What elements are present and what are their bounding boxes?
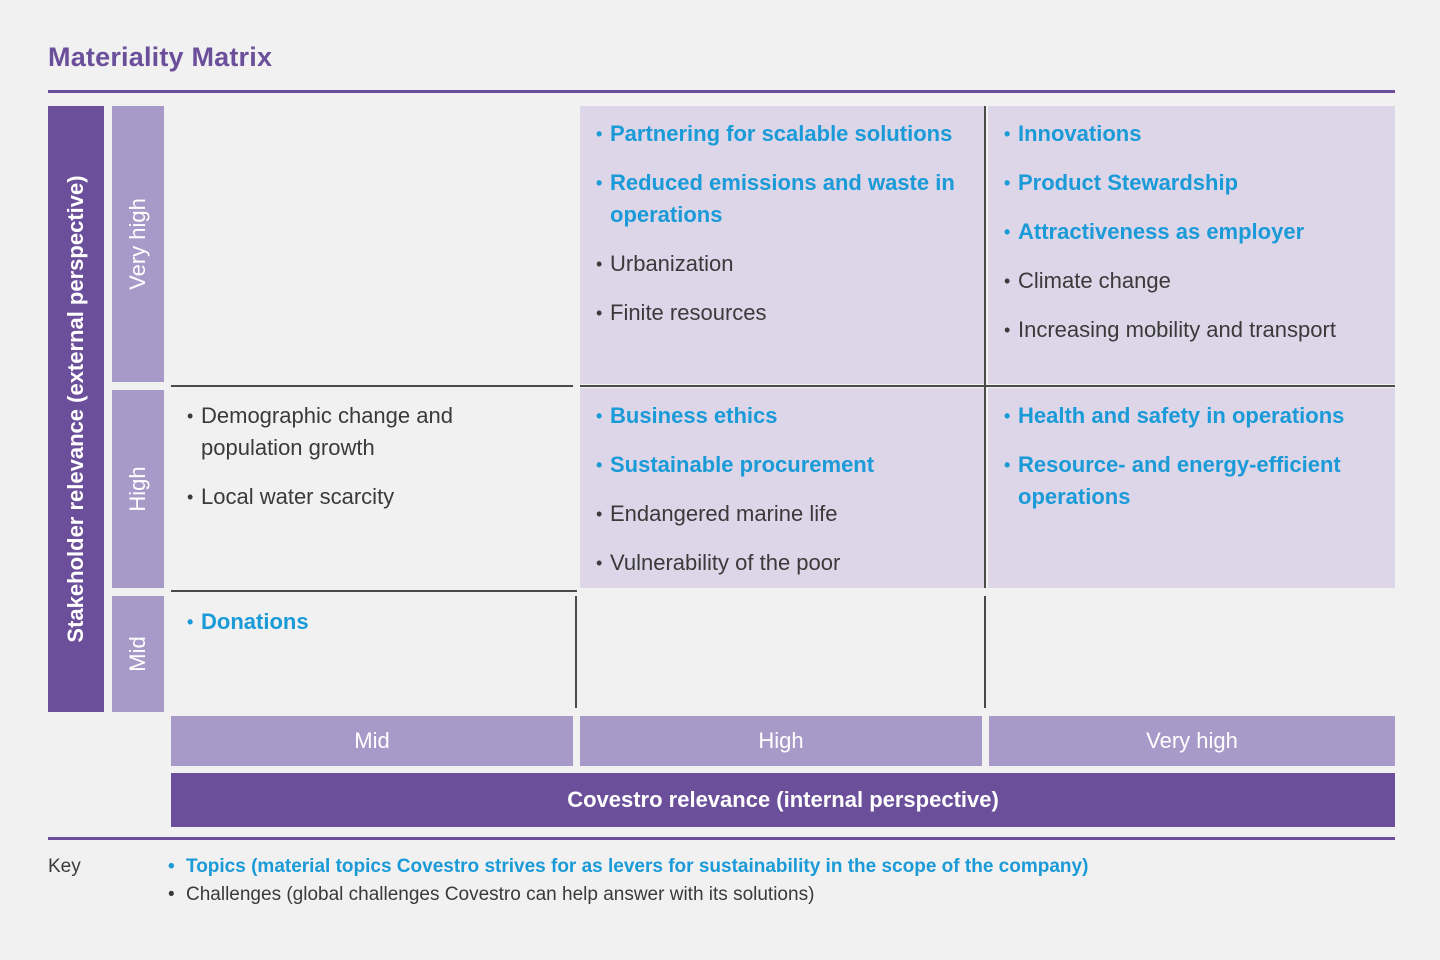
x-level-mid: Mid <box>171 716 573 766</box>
cell-items: Health and safety in operations Resource-… <box>1004 400 1381 513</box>
cell-items: Business ethics Sustainable procurement En… <box>596 400 970 579</box>
grid-line-horizontal <box>171 385 573 387</box>
challenge-item: Endangered marine life <box>596 498 970 530</box>
key-rule <box>48 837 1395 840</box>
cell-mid-high <box>580 594 984 712</box>
key-topics-text: Topics (material topics Covestro strives… <box>186 856 1089 877</box>
topic-item: Attractiveness as employer <box>1004 216 1381 248</box>
cell-items: Partnering for scalable solutions Reduced… <box>596 118 970 329</box>
topic-item: Product Stewardship <box>1004 167 1381 199</box>
challenge-item: Vulnerability of the poor <box>596 547 970 579</box>
y-level-mid: Mid <box>112 596 164 712</box>
cell-mid-very-high <box>988 594 1395 712</box>
x-level-very-high: Very high <box>989 716 1395 766</box>
grid-line-vertical <box>984 596 986 708</box>
y-level-label: Mid <box>125 636 150 672</box>
x-axis-label: Covestro relevance (internal perspective… <box>171 773 1395 827</box>
topic-item: Donations <box>187 606 559 638</box>
cell-very-high-mid <box>171 106 573 384</box>
x-level-high: High <box>580 716 982 766</box>
challenge-item: Increasing mobility and transport <box>1004 314 1381 346</box>
cell-items: Innovations Product Stewardship Attractive… <box>1004 118 1381 346</box>
grid-line-horizontal <box>580 385 1395 387</box>
key-title: Key <box>48 856 81 877</box>
cell-items: Demographic change and population growth… <box>187 400 559 513</box>
y-axis-label: Stakeholder relevance (external perspect… <box>63 175 88 643</box>
cell-high-high: Business ethics Sustainable procurement En… <box>580 388 984 588</box>
grid-line-horizontal <box>171 590 577 592</box>
y-level-high: High <box>112 390 164 588</box>
y-level-label: Very high <box>125 198 150 290</box>
cell-mid-mid: Donations <box>171 594 573 712</box>
y-axis-band: Stakeholder relevance (external perspect… <box>48 106 104 712</box>
cell-high-mid: Demographic change and population growth… <box>171 388 573 588</box>
topic-item: Resource- and energy-efficient operation… <box>1004 449 1381 513</box>
cell-very-high-very-high: Innovations Product Stewardship Attractive… <box>988 106 1395 384</box>
topic-item: Health and safety in operations <box>1004 400 1381 432</box>
page-title: Materiality Matrix <box>48 42 273 72</box>
challenge-item: Demographic change and population growth <box>187 400 559 464</box>
y-level-very-high: Very high <box>112 106 164 382</box>
challenge-item: Local water scarcity <box>187 481 559 513</box>
topic-item: Partnering for scalable solutions <box>596 118 970 150</box>
key-challenges: • Challenges (global challenges Covestro … <box>168 884 814 906</box>
challenge-item: Climate change <box>1004 265 1381 297</box>
topic-item: Reduced emissions and waste in operation… <box>596 167 970 231</box>
topic-item: Sustainable procurement <box>596 449 970 481</box>
bullet-icon: • <box>168 856 175 877</box>
challenge-item: Finite resources <box>596 297 970 329</box>
y-level-label: High <box>125 466 150 512</box>
challenge-item: Urbanization <box>596 248 970 280</box>
bullet-icon: • <box>168 884 175 905</box>
cell-items: Donations <box>187 606 559 638</box>
cell-high-very-high: Health and safety in operations Resource-… <box>988 388 1395 588</box>
topic-item: Business ethics <box>596 400 970 432</box>
key-topics: • Topics (material topics Covestro strive… <box>168 856 1088 878</box>
title-rule <box>48 90 1395 93</box>
key-challenges-text: Challenges (global challenges Covestro c… <box>186 884 815 905</box>
grid-line-vertical <box>575 596 577 708</box>
topic-item: Innovations <box>1004 118 1381 150</box>
cell-very-high-high: Partnering for scalable solutions Reduced… <box>580 106 984 384</box>
grid-line-vertical <box>984 106 986 588</box>
